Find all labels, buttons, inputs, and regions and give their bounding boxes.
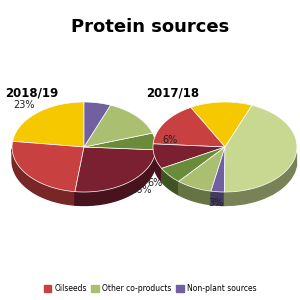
Text: 6%: 6%: [148, 178, 163, 188]
Text: 2018/19: 2018/19: [5, 87, 58, 100]
Polygon shape: [179, 147, 225, 191]
Polygon shape: [75, 150, 156, 206]
Polygon shape: [84, 102, 110, 147]
Polygon shape: [153, 148, 162, 182]
Polygon shape: [162, 168, 179, 195]
Polygon shape: [153, 107, 225, 147]
Polygon shape: [13, 102, 84, 147]
Polygon shape: [12, 141, 84, 192]
Polygon shape: [224, 105, 297, 192]
Text: 6%: 6%: [162, 135, 177, 145]
Polygon shape: [211, 191, 224, 206]
Polygon shape: [162, 147, 225, 182]
Polygon shape: [153, 144, 225, 168]
Polygon shape: [84, 133, 156, 150]
Text: Protein sources: Protein sources: [71, 18, 229, 36]
Text: 3%: 3%: [208, 198, 224, 208]
Text: 26%: 26%: [130, 185, 152, 195]
Polygon shape: [211, 147, 225, 192]
Polygon shape: [12, 149, 75, 205]
Text: 2017/18: 2017/18: [146, 87, 199, 100]
Polygon shape: [191, 102, 252, 147]
Polygon shape: [224, 152, 296, 206]
Text: 23%: 23%: [14, 100, 35, 110]
Polygon shape: [84, 105, 152, 147]
Polygon shape: [179, 182, 211, 205]
Polygon shape: [75, 147, 156, 192]
Legend: Oilseeds, Other co-products, Non-plant sources: Oilseeds, Other co-products, Non-plant s…: [40, 281, 260, 296]
